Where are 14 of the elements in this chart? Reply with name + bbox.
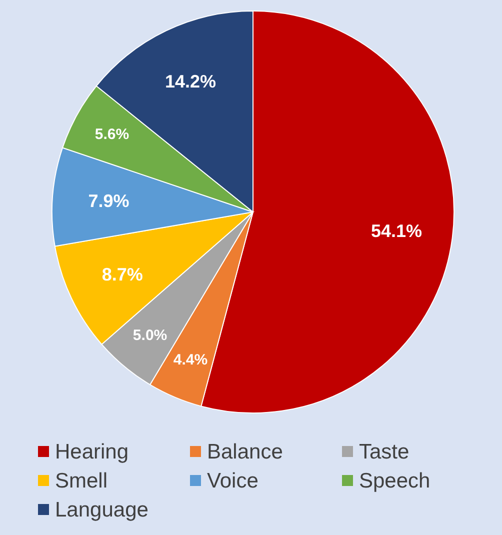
legend-label: Smell: [55, 470, 108, 492]
legend-label: Balance: [207, 440, 283, 464]
legend-label: Language: [55, 498, 148, 522]
data-label: 54.1%: [370, 220, 422, 241]
data-label: 14.2%: [164, 71, 216, 92]
legend-label: Speech: [359, 470, 430, 492]
legend-label: Voice: [207, 470, 258, 492]
data-label: 5.0%: [132, 327, 168, 344]
data-label: 4.4%: [173, 352, 208, 369]
data-label: 8.7%: [102, 264, 143, 284]
legend-label: Taste: [359, 440, 410, 464]
legend-label: Hearing: [55, 440, 129, 464]
data-label: 7.9%: [88, 190, 130, 211]
data-label: 5.6%: [94, 126, 130, 144]
